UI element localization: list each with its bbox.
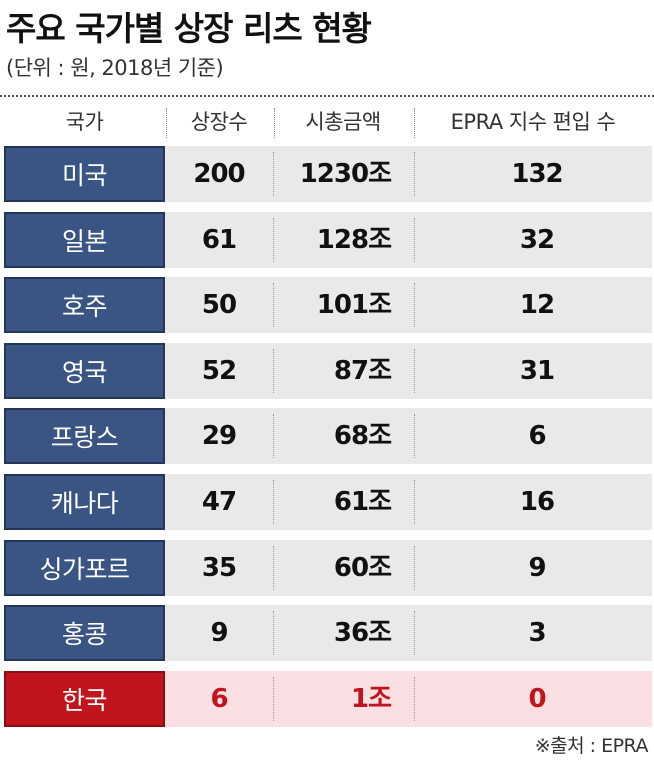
- column-separator: [414, 480, 415, 524]
- column-separator: [273, 611, 274, 655]
- epra-cell: 6: [528, 421, 546, 451]
- epra-cell: 9: [528, 553, 546, 583]
- table-row: 일본 61 128조 32: [4, 212, 652, 268]
- header-country: 국가: [65, 110, 104, 134]
- market-cap-cell: 1230조: [299, 159, 392, 189]
- table-row: 영국 52 87조 31: [4, 343, 652, 399]
- column-separator: [414, 677, 415, 721]
- column-separator: [273, 480, 274, 524]
- epra-cell: 12: [519, 290, 555, 320]
- header-market-cap: 시총금액: [305, 110, 381, 134]
- market-cap-cell: 68조: [333, 421, 392, 451]
- epra-cell: 16: [519, 487, 555, 517]
- header-count: 상장수: [190, 110, 248, 134]
- table-row: 싱가포르 35 60조 9: [4, 540, 652, 596]
- count-cell: 35: [201, 553, 237, 583]
- country-cell: 한국: [4, 671, 165, 727]
- count-cell: 61: [201, 225, 237, 255]
- column-separator: [414, 611, 415, 655]
- epra-cell: 31: [519, 356, 555, 386]
- country-cell: 싱가포르: [4, 540, 165, 596]
- count-cell: 50: [201, 290, 237, 320]
- epra-cell: 0: [528, 684, 546, 714]
- epra-cell: 32: [519, 225, 555, 255]
- column-separator: [414, 218, 415, 262]
- table-row: 프랑스 29 68조 6: [4, 408, 652, 464]
- column-separator: [273, 677, 274, 721]
- column-separator: [273, 414, 274, 458]
- column-separator: [414, 349, 415, 393]
- source-note: ※출처 : EPRA: [534, 735, 649, 757]
- table-row: 호주 50 101조 12: [4, 277, 652, 333]
- table-row: 미국 200 1230조 132: [4, 146, 652, 202]
- table-row: 캐나다 47 61조 16: [4, 474, 652, 530]
- country-cell: 프랑스: [4, 408, 165, 464]
- country-cell: 일본: [4, 212, 165, 268]
- table-row: 홍콩 9 36조 3: [4, 605, 652, 661]
- chart-subtitle: (단위 : 원, 2018년 기준): [6, 56, 224, 80]
- table-header: 국가 상장수 시총금액 EPRA 지수 편입 수: [0, 100, 654, 144]
- market-cap-cell: 36조: [333, 618, 392, 648]
- column-separator: [273, 349, 274, 393]
- column-separator: [273, 546, 274, 590]
- column-separator: [414, 283, 415, 327]
- country-cell: 홍콩: [4, 605, 165, 661]
- count-cell: 47: [201, 487, 237, 517]
- header-epra: EPRA 지수 편입 수: [450, 110, 616, 134]
- column-separator: [414, 414, 415, 458]
- country-cell: 미국: [4, 146, 165, 202]
- market-cap-cell: 60조: [333, 553, 392, 583]
- count-cell: 9: [210, 618, 228, 648]
- country-cell: 호주: [4, 277, 165, 333]
- column-separator: [414, 152, 415, 196]
- table-row: 한국 6 1조 0: [4, 671, 652, 727]
- country-cell: 캐나다: [4, 474, 165, 530]
- header-separator: [414, 108, 415, 138]
- column-separator: [414, 546, 415, 590]
- country-cell: 영국: [4, 343, 165, 399]
- column-separator: [273, 218, 274, 262]
- header-separator: [166, 108, 167, 138]
- market-cap-cell: 87조: [333, 356, 392, 386]
- chart-title: 주요 국가별 상장 리츠 현황: [6, 9, 372, 48]
- epra-cell: 3: [528, 618, 546, 648]
- count-cell: 29: [201, 421, 237, 451]
- market-cap-cell: 101조: [316, 290, 392, 320]
- market-cap-cell: 61조: [333, 487, 392, 517]
- market-cap-cell: 128조: [316, 225, 392, 255]
- header-separator: [274, 108, 275, 138]
- count-cell: 200: [193, 159, 245, 189]
- header-divider: [0, 95, 654, 97]
- market-cap-cell: 1조: [350, 684, 392, 714]
- count-cell: 6: [210, 684, 228, 714]
- epra-cell: 132: [511, 159, 563, 189]
- column-separator: [273, 283, 274, 327]
- column-separator: [273, 152, 274, 196]
- count-cell: 52: [201, 356, 237, 386]
